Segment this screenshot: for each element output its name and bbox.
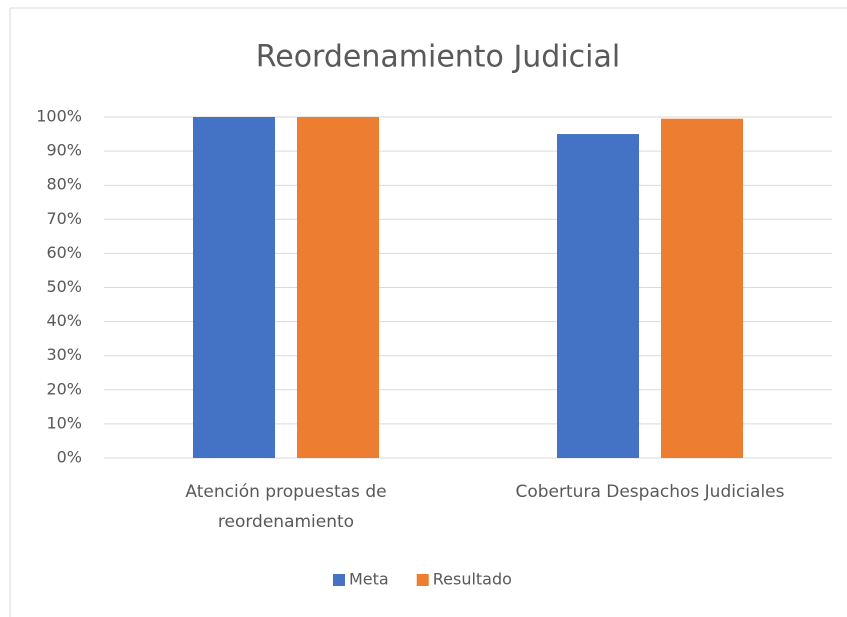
y-tick-label: 80% bbox=[46, 175, 82, 194]
y-tick-label: 10% bbox=[46, 413, 82, 432]
y-tick-label: 90% bbox=[46, 141, 82, 160]
legend-label: Meta bbox=[349, 570, 389, 589]
y-tick-label: 100% bbox=[36, 107, 82, 126]
y-tick-label: 40% bbox=[46, 311, 82, 330]
y-tick-label: 60% bbox=[46, 243, 82, 262]
y-tick-label: 30% bbox=[46, 345, 82, 364]
y-tick-label: 0% bbox=[57, 448, 82, 467]
chart-border bbox=[9, 7, 847, 617]
bar bbox=[193, 117, 275, 458]
bar bbox=[297, 117, 379, 458]
bar bbox=[557, 134, 639, 459]
legend-label: Resultado bbox=[433, 570, 512, 589]
y-tick-label: 20% bbox=[46, 379, 82, 398]
chart-title: Reordenamiento Judicial bbox=[256, 40, 620, 75]
legend-swatch bbox=[416, 574, 429, 586]
y-tick-label: 70% bbox=[46, 209, 82, 228]
y-tick-label: 50% bbox=[46, 277, 82, 296]
legend-swatch bbox=[333, 574, 345, 586]
bar bbox=[661, 118, 743, 458]
x-tick-label: Atención propuestas de reordenamiento bbox=[185, 482, 387, 532]
x-tick-label: Cobertura Despachos Judiciales bbox=[515, 482, 785, 502]
